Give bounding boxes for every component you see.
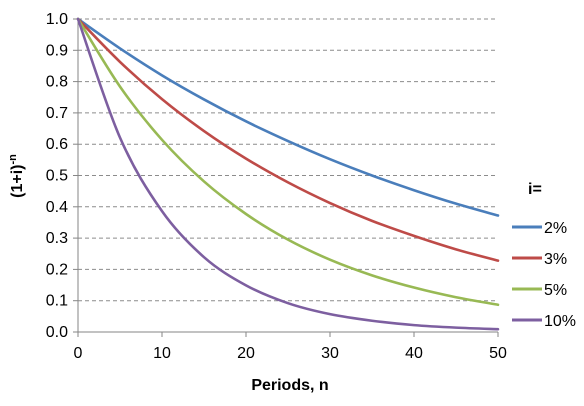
x-tick-label: 40 bbox=[405, 345, 423, 362]
legend-label: 3% bbox=[544, 251, 567, 268]
x-tick-label: 30 bbox=[321, 345, 339, 362]
y-axis-title: (1+i)-n bbox=[7, 154, 26, 198]
series-line bbox=[76, 17, 500, 331]
series-line bbox=[76, 17, 500, 262]
y-tick-label: 0.1 bbox=[46, 293, 68, 310]
y-tick-label: 0.2 bbox=[46, 261, 68, 278]
legend-title: i= bbox=[528, 181, 542, 198]
y-tick-label: 0.9 bbox=[46, 42, 68, 59]
y-axis-title-base: (1+i) bbox=[9, 165, 26, 198]
x-tick-label: 10 bbox=[153, 345, 171, 362]
legend-label: 10% bbox=[544, 313, 576, 330]
legend-label: 2% bbox=[544, 220, 567, 237]
x-tick-labels: 0 10 20 30 40 50 bbox=[74, 345, 507, 362]
series-lines bbox=[76, 17, 500, 331]
series-line bbox=[76, 17, 500, 307]
y-tick-label: 0.3 bbox=[46, 230, 68, 247]
legend: 2% 3% 5% 10% bbox=[512, 220, 576, 330]
x-tick-label: 20 bbox=[237, 345, 255, 362]
x-axis-title: Periods, n bbox=[251, 377, 328, 394]
y-tick-label: 0.7 bbox=[46, 105, 68, 122]
axes bbox=[73, 18, 499, 337]
legend-label: 5% bbox=[544, 282, 567, 299]
y-tick-label: 0.4 bbox=[46, 199, 68, 216]
y-tick-label: 0.5 bbox=[46, 168, 68, 185]
y-tick-label: 0.0 bbox=[46, 324, 68, 341]
x-tick-label: 0 bbox=[74, 345, 83, 362]
x-tick-label: 50 bbox=[489, 345, 507, 362]
y-axis-title-exponent: -n bbox=[7, 154, 19, 165]
y-tick-label: 0.6 bbox=[46, 136, 68, 153]
y-tick-labels: 0.0 0.1 0.2 0.3 0.4 0.5 0.6 0.7 0.8 0.9 1.0 bbox=[46, 11, 68, 341]
y-tick-label: 1.0 bbox=[46, 11, 68, 28]
series-line bbox=[76, 17, 500, 217]
y-tick-label: 0.8 bbox=[46, 74, 68, 91]
gridlines bbox=[78, 18, 498, 302]
